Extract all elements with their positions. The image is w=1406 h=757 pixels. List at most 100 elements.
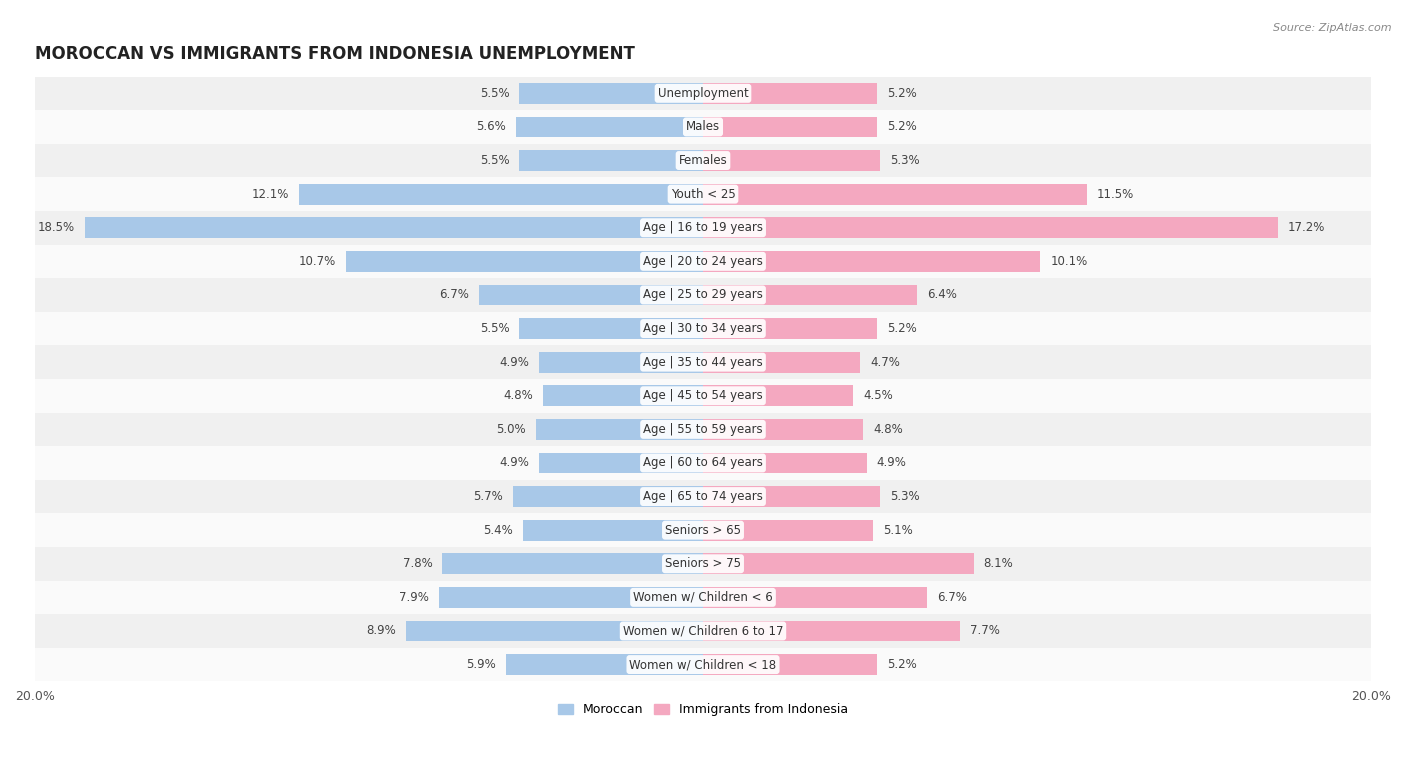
Text: Males: Males — [686, 120, 720, 133]
Text: 5.4%: 5.4% — [482, 524, 513, 537]
Bar — [519, 318, 703, 339]
Text: 5.7%: 5.7% — [472, 490, 502, 503]
Bar — [703, 251, 1040, 272]
Bar — [703, 621, 960, 641]
Bar — [35, 547, 1371, 581]
Bar — [703, 486, 880, 507]
Bar — [35, 480, 1371, 513]
Text: MOROCCAN VS IMMIGRANTS FROM INDONESIA UNEMPLOYMENT: MOROCCAN VS IMMIGRANTS FROM INDONESIA UN… — [35, 45, 636, 64]
Bar — [35, 345, 1371, 379]
Bar — [506, 654, 703, 675]
Bar — [35, 513, 1371, 547]
Text: Women w/ Children < 18: Women w/ Children < 18 — [630, 658, 776, 671]
Text: 5.5%: 5.5% — [479, 322, 509, 335]
Bar — [703, 419, 863, 440]
Bar — [536, 419, 703, 440]
Text: Seniors > 75: Seniors > 75 — [665, 557, 741, 570]
Text: 4.9%: 4.9% — [877, 456, 907, 469]
Bar — [703, 83, 877, 104]
Bar — [35, 648, 1371, 681]
Bar — [519, 150, 703, 171]
Text: 10.1%: 10.1% — [1050, 255, 1088, 268]
Text: 5.1%: 5.1% — [883, 524, 912, 537]
Text: 18.5%: 18.5% — [38, 221, 75, 234]
Text: 10.7%: 10.7% — [298, 255, 336, 268]
Text: 5.2%: 5.2% — [887, 322, 917, 335]
Bar — [35, 245, 1371, 278]
Bar — [703, 553, 973, 575]
Text: Age | 45 to 54 years: Age | 45 to 54 years — [643, 389, 763, 402]
Bar — [519, 83, 703, 104]
Text: 5.2%: 5.2% — [887, 120, 917, 133]
Text: 5.5%: 5.5% — [479, 154, 509, 167]
Text: Women w/ Children < 6: Women w/ Children < 6 — [633, 591, 773, 604]
Text: 6.7%: 6.7% — [439, 288, 470, 301]
Legend: Moroccan, Immigrants from Indonesia: Moroccan, Immigrants from Indonesia — [553, 698, 853, 721]
Bar — [703, 217, 1278, 238]
Text: Age | 20 to 24 years: Age | 20 to 24 years — [643, 255, 763, 268]
Text: 5.9%: 5.9% — [467, 658, 496, 671]
Bar — [703, 587, 927, 608]
Text: 5.5%: 5.5% — [479, 87, 509, 100]
Text: 8.1%: 8.1% — [984, 557, 1014, 570]
Text: 4.9%: 4.9% — [499, 356, 529, 369]
Text: 4.8%: 4.8% — [503, 389, 533, 402]
Bar — [703, 385, 853, 407]
Text: Age | 35 to 44 years: Age | 35 to 44 years — [643, 356, 763, 369]
Text: 11.5%: 11.5% — [1097, 188, 1135, 201]
Text: 4.5%: 4.5% — [863, 389, 893, 402]
Bar — [35, 413, 1371, 446]
Text: 8.9%: 8.9% — [366, 625, 395, 637]
Bar — [346, 251, 703, 272]
Text: 5.2%: 5.2% — [887, 87, 917, 100]
Bar — [439, 587, 703, 608]
Text: Seniors > 65: Seniors > 65 — [665, 524, 741, 537]
Text: Women w/ Children 6 to 17: Women w/ Children 6 to 17 — [623, 625, 783, 637]
Text: Age | 30 to 34 years: Age | 30 to 34 years — [643, 322, 763, 335]
Bar — [35, 144, 1371, 177]
Bar — [703, 285, 917, 305]
Text: Unemployment: Unemployment — [658, 87, 748, 100]
Text: 7.7%: 7.7% — [970, 625, 1000, 637]
Bar — [35, 278, 1371, 312]
Text: Age | 25 to 29 years: Age | 25 to 29 years — [643, 288, 763, 301]
Text: 5.6%: 5.6% — [477, 120, 506, 133]
Text: 4.7%: 4.7% — [870, 356, 900, 369]
Text: Age | 60 to 64 years: Age | 60 to 64 years — [643, 456, 763, 469]
Text: 4.8%: 4.8% — [873, 423, 903, 436]
Bar — [703, 520, 873, 540]
Text: Age | 16 to 19 years: Age | 16 to 19 years — [643, 221, 763, 234]
Bar — [703, 352, 860, 372]
Bar — [35, 379, 1371, 413]
Text: 7.8%: 7.8% — [402, 557, 433, 570]
Bar — [443, 553, 703, 575]
Text: 6.4%: 6.4% — [927, 288, 956, 301]
Bar — [540, 453, 703, 473]
Text: Youth < 25: Youth < 25 — [671, 188, 735, 201]
Bar — [513, 486, 703, 507]
Bar — [35, 76, 1371, 110]
Text: 17.2%: 17.2% — [1288, 221, 1324, 234]
Bar — [479, 285, 703, 305]
Text: 5.3%: 5.3% — [890, 154, 920, 167]
Text: Source: ZipAtlas.com: Source: ZipAtlas.com — [1274, 23, 1392, 33]
Bar — [35, 614, 1371, 648]
Bar — [35, 211, 1371, 245]
Bar — [84, 217, 703, 238]
Bar — [703, 184, 1087, 204]
Bar — [543, 385, 703, 407]
Bar — [703, 453, 866, 473]
Bar — [35, 446, 1371, 480]
Text: 4.9%: 4.9% — [499, 456, 529, 469]
Text: Females: Females — [679, 154, 727, 167]
Bar — [35, 177, 1371, 211]
Bar — [703, 117, 877, 137]
Text: 6.7%: 6.7% — [936, 591, 967, 604]
Text: 5.3%: 5.3% — [890, 490, 920, 503]
Text: Age | 65 to 74 years: Age | 65 to 74 years — [643, 490, 763, 503]
Text: 5.0%: 5.0% — [496, 423, 526, 436]
Bar — [516, 117, 703, 137]
Bar — [540, 352, 703, 372]
Text: 5.2%: 5.2% — [887, 658, 917, 671]
Bar — [703, 654, 877, 675]
